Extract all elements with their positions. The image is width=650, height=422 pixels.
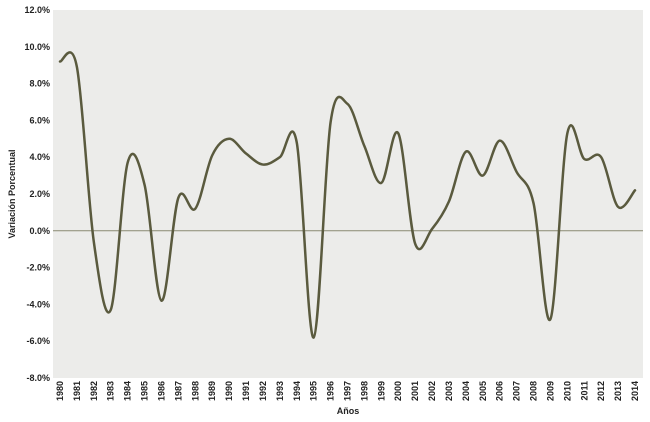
x-tick-label: 1983 (106, 381, 116, 401)
data-point (262, 164, 264, 166)
x-tick-label: 2012 (596, 381, 606, 401)
x-tick-label: 2002 (427, 381, 437, 401)
x-tick-label: 2003 (444, 381, 454, 401)
data-point (144, 184, 146, 186)
data-point (465, 151, 467, 153)
data-point (194, 208, 196, 210)
data-point (549, 318, 551, 320)
data-point (127, 162, 129, 164)
x-tick-label: 2009 (545, 381, 555, 401)
data-point (296, 141, 298, 143)
x-tick-label: 1992 (258, 381, 268, 401)
data-point (533, 202, 535, 204)
data-point (482, 175, 484, 177)
y-tick-label: -6.0% (26, 336, 50, 346)
x-tick-label: 2011 (579, 381, 589, 401)
data-point (93, 241, 95, 243)
x-tick-label: 1989 (207, 381, 217, 401)
data-point (397, 132, 399, 134)
x-tick-label: 2013 (613, 381, 623, 401)
data-point (600, 156, 602, 158)
x-tick-label: 1984 (123, 381, 133, 401)
data-point (363, 145, 365, 147)
y-tick-label: 0.0% (29, 226, 50, 236)
x-tick-label: 2000 (393, 381, 403, 401)
data-point (76, 66, 78, 68)
y-tick-label: -2.0% (26, 263, 50, 273)
data-point (110, 309, 112, 311)
data-point (279, 156, 281, 158)
x-tick-label: 1994 (292, 381, 302, 401)
plot-area (53, 10, 643, 378)
x-tick-label: 1987 (173, 381, 183, 401)
x-tick-label: 1990 (224, 381, 234, 401)
y-axis-title: Variación Porcentual (7, 149, 17, 238)
x-tick-label: 2010 (562, 381, 572, 401)
x-tick-label: 2005 (478, 381, 488, 401)
x-tick-label: 1991 (241, 381, 251, 401)
x-tick-label: 2008 (529, 381, 539, 401)
x-axis-title: Años (337, 406, 360, 416)
data-point (211, 154, 213, 156)
data-point (583, 158, 585, 160)
data-point (448, 200, 450, 202)
data-point (516, 171, 518, 173)
y-tick-label: -4.0% (26, 299, 50, 309)
series-line (58, 51, 637, 339)
x-tick-label: 1981 (72, 381, 82, 401)
x-tick-label: 1986 (156, 381, 166, 401)
x-tick-label: 1982 (89, 381, 99, 401)
data-point (228, 138, 230, 140)
data-point (59, 61, 61, 63)
data-point (347, 103, 349, 105)
data-point (431, 228, 433, 230)
y-tick-label: 12.0% (24, 5, 50, 15)
data-point (634, 189, 636, 191)
data-point (245, 153, 247, 155)
x-tick-label: 2007 (512, 381, 522, 401)
data-point (380, 182, 382, 184)
x-tick-label: 2014 (630, 381, 640, 401)
x-tick-label: 1980 (55, 381, 65, 401)
y-tick-label: 4.0% (29, 152, 50, 162)
x-tick-label: 1988 (190, 381, 200, 401)
x-axis-ticks: 1980 1981 1982 1983 1984 1985 1986 1987 1988 1989… (55, 381, 640, 401)
x-tick-label: 1997 (343, 381, 353, 401)
y-tick-label: 6.0% (29, 115, 50, 125)
data-point (499, 140, 501, 142)
x-tick-label: 2004 (461, 381, 471, 401)
data-point (160, 300, 162, 302)
y-axis-ticks: 12.0% 10.0% 8.0% 6.0% 4.0% 2.0% 0.0% -2.0% -4.0%… (24, 5, 50, 383)
series-group (58, 51, 637, 339)
data-point (617, 206, 619, 208)
y-tick-label: 10.0% (24, 42, 50, 52)
data-point (313, 337, 315, 339)
data-point (414, 243, 416, 245)
data-point (566, 132, 568, 134)
x-tick-label: 1993 (275, 381, 285, 401)
data-point (177, 197, 179, 199)
x-tick-label: 1998 (359, 381, 369, 401)
x-tick-label: 1996 (326, 381, 336, 401)
y-tick-label: -8.0% (26, 373, 50, 383)
y-tick-label: 8.0% (29, 79, 50, 89)
x-tick-label: 1999 (376, 381, 386, 401)
data-point (330, 121, 332, 123)
y-tick-label: 2.0% (29, 189, 50, 199)
x-tick-label: 1995 (309, 381, 319, 401)
x-tick-label: 1985 (140, 381, 150, 401)
x-tick-label: 2001 (410, 381, 420, 401)
x-tick-label: 2006 (495, 381, 505, 401)
